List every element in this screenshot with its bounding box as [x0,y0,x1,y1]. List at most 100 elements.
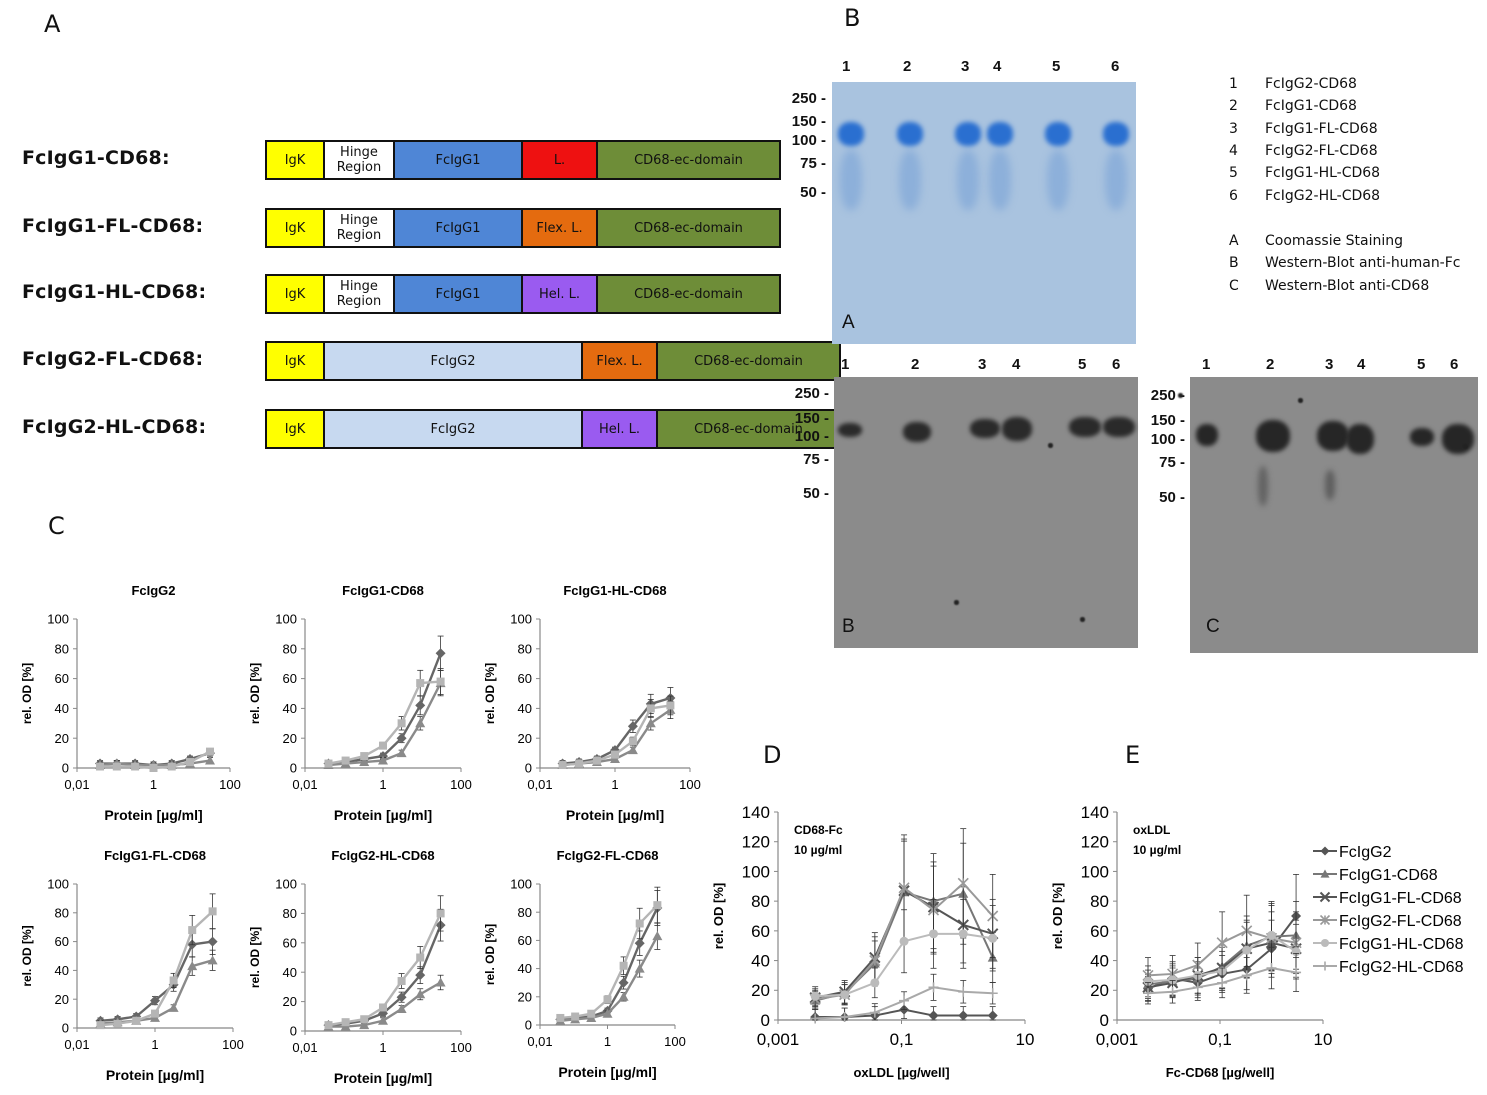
x-tick-label: 100 [222,1037,244,1052]
legend-marker [1320,869,1330,878]
data-point [840,990,850,1000]
segment-fcg1: FcIgG1 [395,276,523,312]
y-tick-label: 80 [55,905,69,920]
speck [1298,398,1303,403]
legend-marker [1320,938,1330,948]
y-tick-label: 0 [1100,1011,1109,1030]
y-tick-label: 120 [742,833,770,852]
lane-number: 1 [1202,356,1211,373]
y-tick-label: 100 [510,877,532,892]
data-point [839,1012,850,1023]
coomassie-gel [832,82,1136,344]
x-tick-label: 10 [1016,1030,1035,1049]
data-point [378,1015,388,1025]
y-tick-label: 140 [742,803,770,822]
segment-fcg2: FcIgG2 [325,411,583,447]
panel-letter-e: E [1125,741,1141,769]
x-tick-label: 0,001 [1096,1030,1139,1049]
y-tick-label: 80 [518,905,532,920]
data-point [1241,970,1252,981]
protein-smear [840,150,862,210]
legend-text: FcIgG2-FL-CD68 [1265,143,1378,159]
segment-igk: IgK [267,210,325,246]
speck [1463,444,1468,449]
y-tick-label: 40 [751,952,770,971]
x-tick-label: 0,001 [757,1030,800,1049]
y-tick-label: 0 [290,761,297,776]
legend-key: 3 [1229,121,1238,137]
data-point [1267,930,1276,940]
speck [1080,617,1085,622]
data-point [1143,988,1154,999]
data-point [324,1021,333,1030]
chart-title: FcIgG2 [131,583,175,598]
data-point [168,1002,179,1012]
data-point [112,762,121,771]
data-point [899,995,910,1006]
x-tick-label: 1 [611,777,618,792]
lane-number: 1 [842,58,851,75]
data-point [96,1021,105,1030]
lane-number: 2 [911,356,920,373]
lane-number: 6 [1450,356,1459,373]
x-axis-label: Protein [µg/ml] [334,1070,432,1086]
data-point [1143,976,1153,986]
construct-bar: IgK Hinge Region FcIgG1 L. CD68-ec-domain [265,140,781,180]
data-point [149,764,158,772]
data-point [928,982,939,993]
y-tick-label: 0 [62,761,69,776]
protein-band [903,422,931,442]
legend-marker [1319,891,1331,903]
chart-annotation: 10 µg/ml [794,843,842,857]
x-tick-label: 0,01 [64,1037,89,1052]
chart-title: FcIgG1-FL-CD68 [104,848,206,863]
data-point [628,737,637,746]
data-point [1167,986,1178,997]
y-tick-label: 0 [525,761,532,776]
data-point [359,1020,370,1030]
chart-annotation: CD68-Fc [794,823,843,837]
legend-key: 5 [1229,165,1238,181]
segment-l-flex: Flex. L. [583,343,658,379]
panel-letter-b: B [844,4,861,32]
data-point [415,989,426,999]
y-tick-label: 40 [283,965,297,980]
segment-hinge: Hinge Region [325,142,395,178]
x-axis-label: oxLDL [µg/well] [853,1065,949,1080]
data-point [1216,937,1228,949]
data-point [150,995,160,1006]
construct-bar: IgK FcIgG2 Hel. L. CD68-ec-domain [265,409,841,449]
y-tick-label: 60 [55,934,69,949]
data-point [987,1010,998,1021]
y-tick-label: 100 [1081,862,1109,881]
legend-marker [1320,846,1330,856]
segment-l-red: L. [523,142,598,178]
y-tick-label: 60 [283,671,297,686]
mw-marker: 50 - [1159,489,1185,506]
y-tick-label: 80 [283,906,297,921]
data-point [208,907,217,916]
data-point [1291,947,1301,957]
legend-key: A [1229,233,1239,249]
legend-text: Western-Blot anti-CD68 [1265,278,1430,294]
protein-smear [1105,150,1127,210]
legend-entry: FcIgG1-CD68 [1339,867,1438,884]
y-tick-label: 20 [55,731,69,746]
y-tick-label: 0 [761,1011,770,1030]
data-point [1217,977,1228,988]
mw-marker: 250 - [794,385,829,402]
y-tick-label: 0 [62,1021,69,1036]
segment-fcg1: FcIgG1 [395,210,523,246]
data-point [415,700,426,711]
data-point [869,1007,880,1018]
y-tick-label: 20 [1090,981,1109,1000]
mw-marker: 150 - [791,113,826,130]
legend-entry: FcIgG1-FL-CD68 [1339,890,1462,907]
y-tick-label: 40 [55,963,69,978]
data-point [151,1009,159,1018]
data-point [898,882,910,894]
lane-number: 4 [1357,356,1366,373]
chart-title: FcIgG1-HL-CD68 [563,583,666,598]
y-tick-label: 20 [751,981,770,1000]
